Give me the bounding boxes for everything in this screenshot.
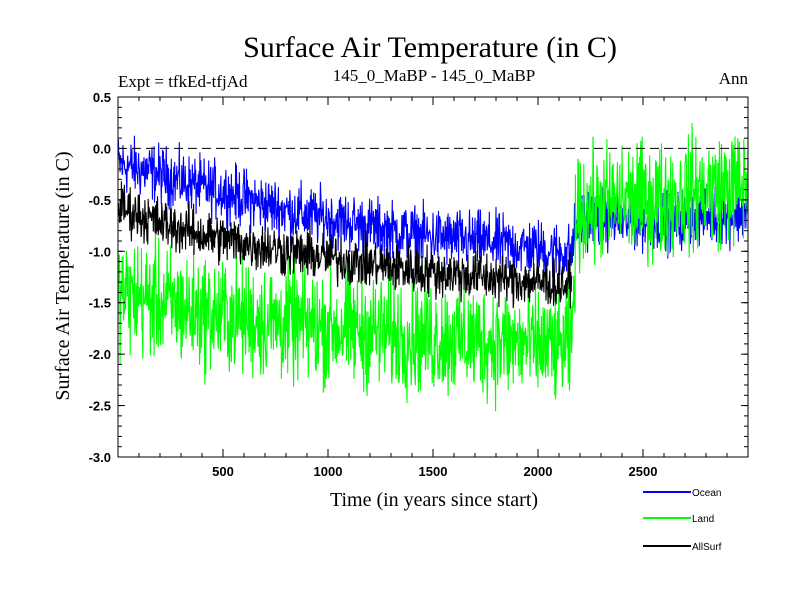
x-axis-label: Time (in years since start) <box>330 489 538 511</box>
series-line-allsurf <box>117 181 573 309</box>
y-tick-labels: 0.5 0.0 -0.5 -1.0 -1.5 -2.0 -2.5 -3.0 <box>89 90 111 465</box>
x-tick-label: 2000 <box>524 464 553 479</box>
y-axis-label: Surface Air Temperature (in C) <box>52 151 74 400</box>
legend: Ocean Land AllSurf <box>643 488 722 553</box>
x-tick-label: 1000 <box>314 464 343 479</box>
legend-label-allsurf: AllSurf <box>692 542 722 553</box>
y-tick-label: -1.5 <box>89 296 111 311</box>
legend-label-ocean: Ocean <box>692 488 721 499</box>
legend-label-land: Land <box>692 514 714 525</box>
ticks-layer <box>118 96 748 458</box>
y-tick-label: 0.0 <box>93 141 111 156</box>
x-tick-label: 1500 <box>419 464 448 479</box>
y-tick-label: -1.0 <box>89 244 111 259</box>
y-tick-label: -2.5 <box>89 399 111 414</box>
y-tick-label: -2.0 <box>89 347 111 362</box>
y-tick-label: -0.5 <box>89 193 111 208</box>
x-tick-label: 500 <box>212 464 234 479</box>
x-tick-label: 2500 <box>629 464 658 479</box>
y-tick-label: 0.5 <box>93 90 111 105</box>
y-tick-label: -3.0 <box>89 450 111 465</box>
x-tick-labels: 500 1000 1500 2000 2500 <box>212 464 657 479</box>
chart-subtitle-center: 145_0_MaBP - 145_0_MaBP <box>333 66 535 85</box>
chart-title: Surface Air Temperature (in C) <box>243 31 617 64</box>
plot-frame <box>117 96 749 458</box>
series-layer <box>117 122 749 412</box>
chart-subtitle-right: Ann <box>719 69 749 88</box>
series-line-land <box>117 122 749 412</box>
chart-subtitle-left: Expt = tfkEd-tfjAd <box>118 72 248 91</box>
plot-area <box>117 96 749 458</box>
